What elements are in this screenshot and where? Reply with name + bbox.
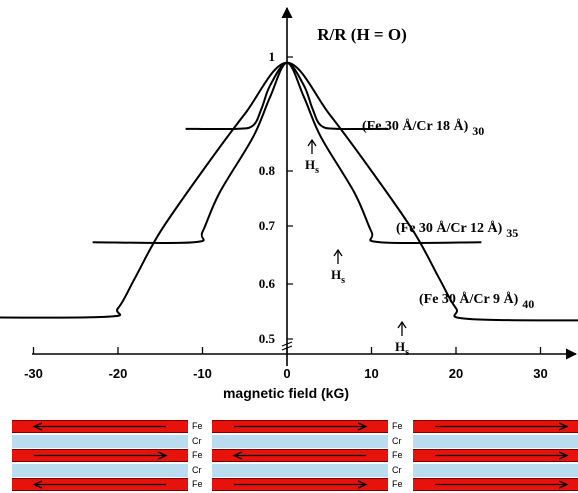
cr-label: Cr — [192, 464, 202, 475]
cr-label: Cr — [392, 464, 402, 475]
cr-layer — [413, 463, 578, 477]
fe-layer — [12, 449, 188, 462]
x-tick-label: 20 — [449, 366, 463, 381]
x-tick-label: 30 — [533, 366, 547, 381]
chart: -40-30-20-1001020304010.80.70.60.5 (Fe 3… — [0, 6, 578, 401]
fe-label: Fe — [192, 450, 203, 460]
fe-label: Fe — [392, 421, 403, 431]
hs-arrow-head-2 — [333, 248, 343, 257]
layer-stacks: FeCrFeCrFeFeCrFeCrFeFeCrFeCrFe — [0, 418, 578, 493]
magnetization-arrow-right — [435, 480, 569, 489]
cr-layer — [212, 463, 388, 477]
x-tick-label: 10 — [364, 366, 378, 381]
fe-label: Fe — [392, 479, 403, 489]
cr-layer — [212, 434, 388, 448]
hs-label-2: Hs — [331, 267, 345, 286]
hs-label-3: Hs — [395, 339, 409, 358]
magnetization-arrow-right — [234, 422, 368, 431]
series-line-3 — [0, 61, 578, 322]
fe-layer — [212, 420, 388, 433]
magnetization-arrow-left — [32, 422, 166, 431]
fe-layer — [212, 449, 388, 462]
cr-label: Cr — [192, 435, 202, 446]
series-label-1: (Fe 30 Å/Cr 18 Å) 30 — [362, 118, 484, 138]
series-label-3: (Fe 30 Å/Cr 9 Å) 40 — [419, 291, 534, 311]
fe-label: Fe — [192, 479, 203, 489]
y-tick-label: 0.6 — [259, 276, 276, 291]
cr-label: Cr — [392, 435, 402, 446]
magnetization-arrow-right — [435, 451, 569, 460]
fe-layer — [12, 478, 188, 491]
chart-title: R/R (H = O) — [317, 25, 406, 44]
y-tick-label: 0.5 — [259, 331, 276, 346]
cr-layer — [12, 434, 188, 448]
layer-panel-1: Fe Cr Fe Cr Fe — [12, 420, 218, 493]
magnetization-arrow-right — [234, 480, 368, 489]
x-tick-label: 0 — [283, 366, 290, 381]
magnetization-arrow-left — [232, 451, 366, 460]
cr-layer — [12, 463, 188, 477]
fe-layer — [413, 449, 578, 462]
hs-arrow-head-3 — [397, 320, 407, 329]
magnetization-arrow-right — [34, 451, 168, 460]
fe-layer — [212, 478, 388, 491]
hs-label-1: Hs — [305, 157, 319, 176]
layer-panel-2: Fe Cr Fe Cr Fe — [212, 420, 418, 493]
x-tick-label: -20 — [109, 366, 128, 381]
hs-arrow-head-1 — [307, 138, 317, 147]
y-tick-label: 1 — [269, 49, 276, 64]
series-label-2: (Fe 30 Å/Cr 12 Å) 35 — [396, 220, 518, 240]
y-tick-label: 0.8 — [259, 163, 276, 178]
fe-layer — [12, 420, 188, 433]
x-tick-label: -30 — [24, 366, 43, 381]
magnetization-arrow-right — [435, 422, 569, 431]
fe-layer — [413, 478, 578, 491]
y-tick-label: 0.7 — [259, 218, 276, 233]
fe-label: Fe — [392, 450, 403, 460]
x-tick-label: -10 — [193, 366, 212, 381]
cr-layer — [413, 434, 578, 448]
magnetization-arrow-left — [32, 480, 166, 489]
x-axis-label: magnetic field (kG) — [223, 385, 349, 401]
fe-label: Fe — [192, 421, 203, 431]
fe-layer — [413, 420, 578, 433]
